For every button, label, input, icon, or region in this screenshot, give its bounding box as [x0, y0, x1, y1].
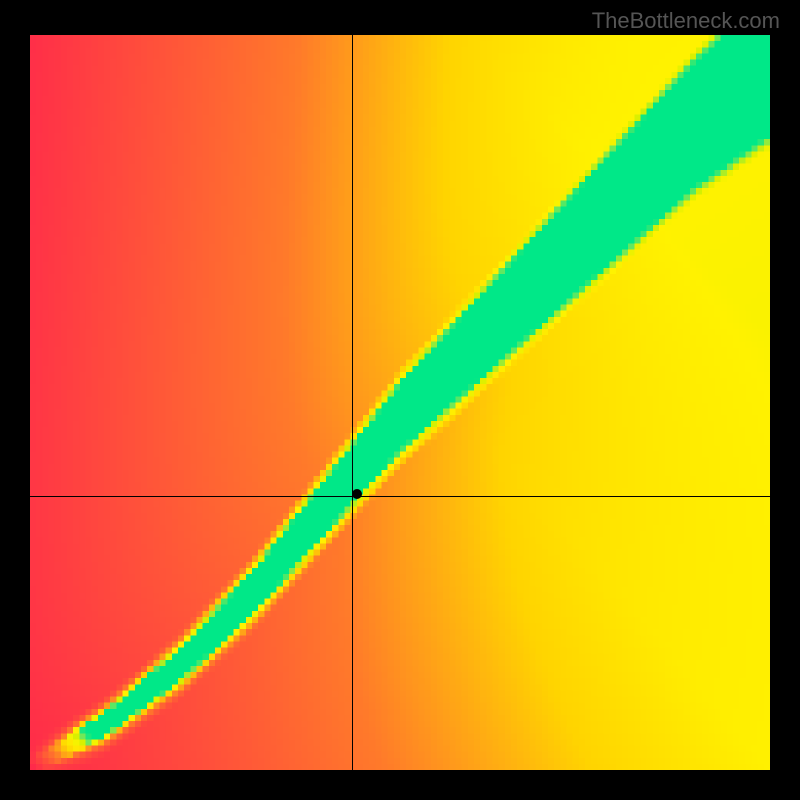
bottleneck-heatmap [30, 35, 770, 770]
crosshair-vertical [352, 35, 353, 770]
watermark-text: TheBottleneck.com [592, 8, 780, 34]
heatmap-canvas [30, 35, 770, 770]
selection-marker [352, 489, 362, 499]
crosshair-horizontal [30, 496, 770, 497]
